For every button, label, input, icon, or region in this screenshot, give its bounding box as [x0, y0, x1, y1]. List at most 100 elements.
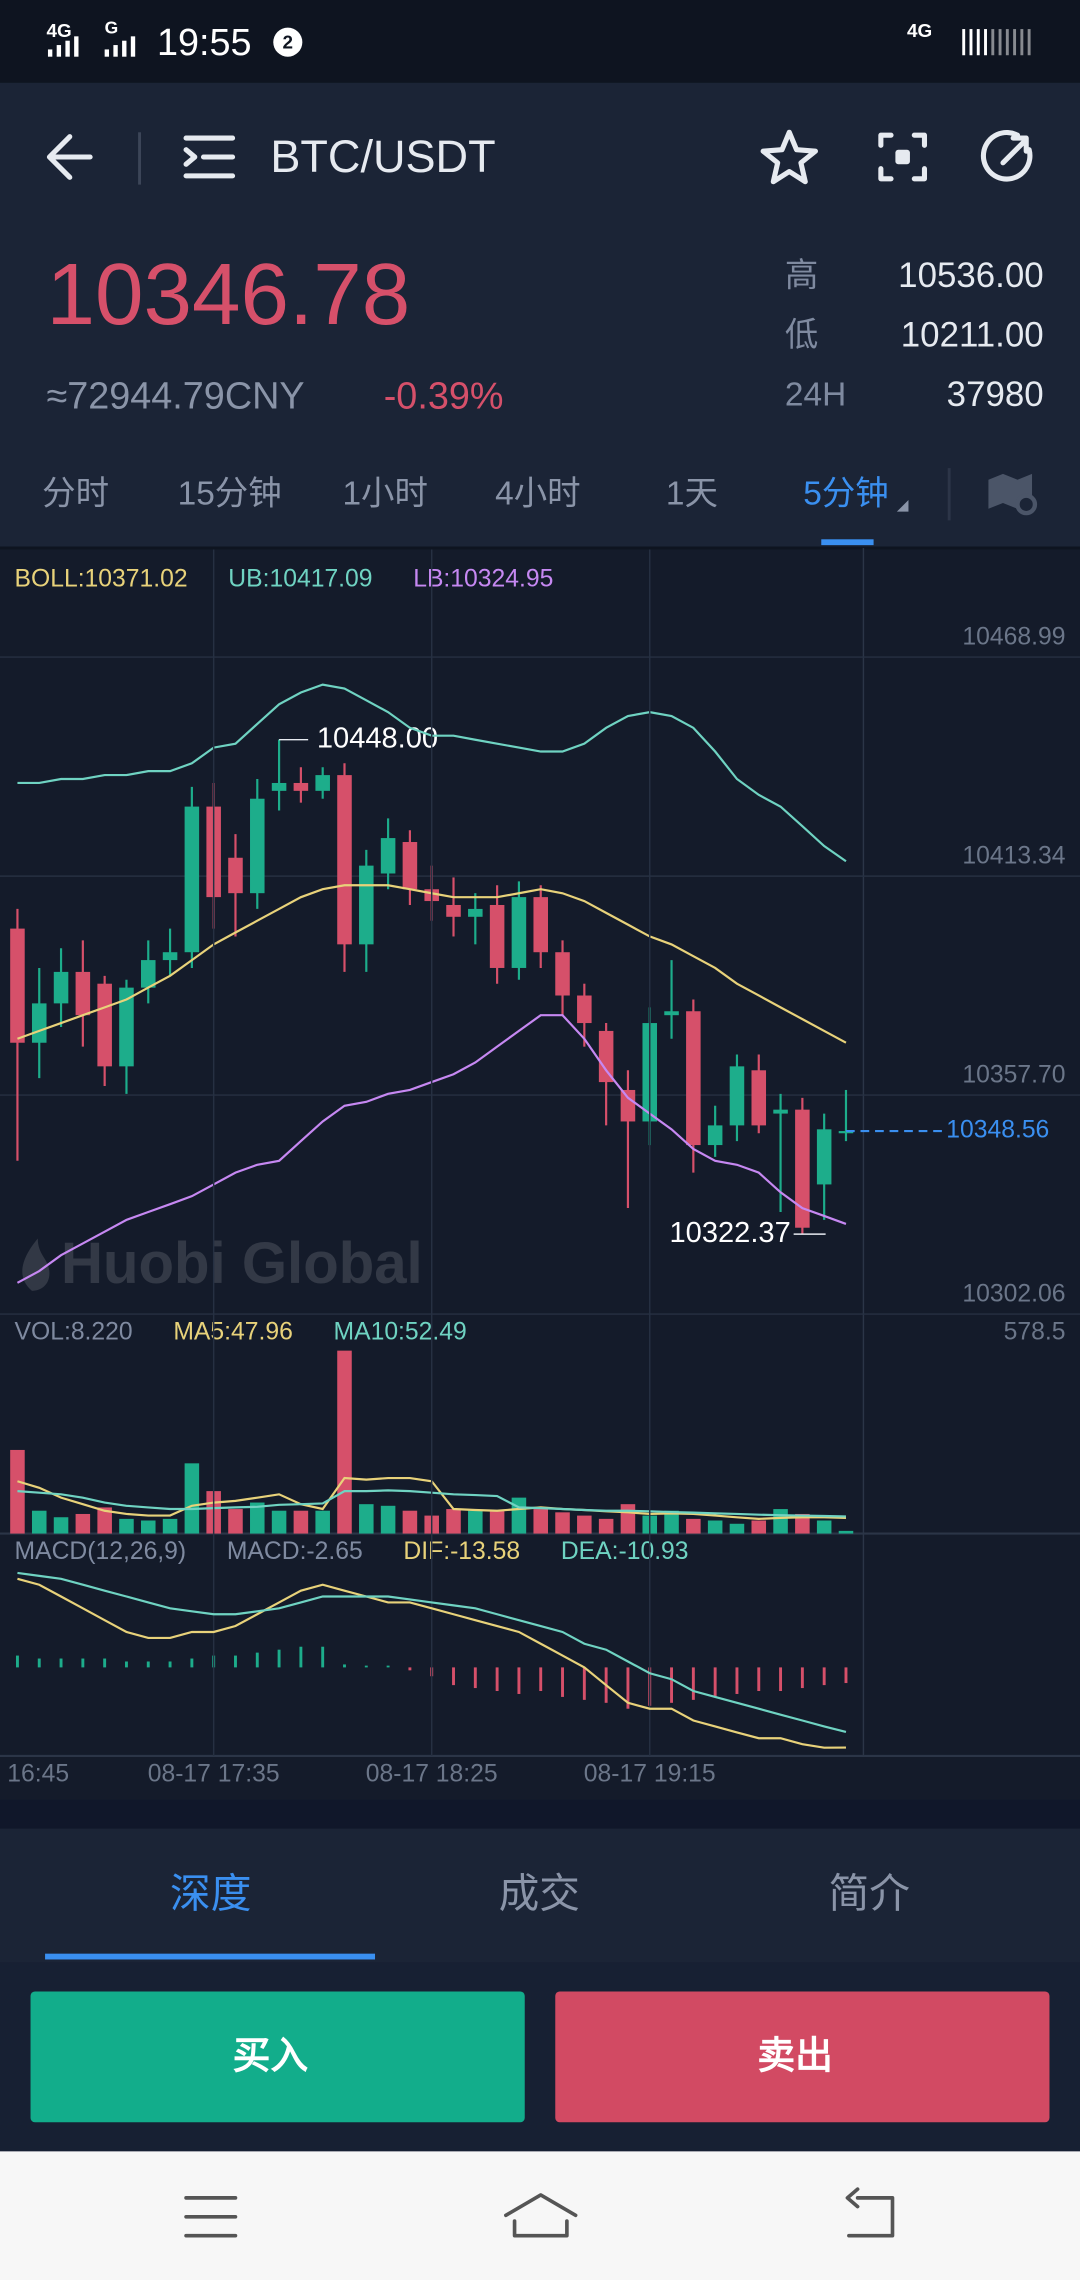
candle-body [140, 960, 156, 988]
candle-body [577, 995, 592, 1024]
candle-body [795, 1109, 810, 1228]
macd-bar [539, 1667, 543, 1692]
high-label: 10448.00 [317, 722, 438, 754]
candle-body [773, 1109, 788, 1114]
network-label: 4G [907, 21, 932, 42]
macd-bar [713, 1667, 717, 1697]
home-key[interactable] [504, 2193, 578, 2238]
macd-bar [408, 1667, 412, 1671]
candle-body [511, 897, 527, 968]
network-label: G [105, 18, 119, 38]
indicator-line [17, 1577, 846, 1749]
volume-bar [97, 1507, 112, 1534]
y-tick-label: 10413.34 [962, 843, 1065, 870]
y-tick-label: 10302.06 [962, 1281, 1065, 1308]
stat-value: 37980 [947, 375, 1044, 414]
legend-entry: MACD:-2.65 [227, 1538, 363, 1565]
screenshot-button[interactable] [878, 132, 928, 182]
volume-bar [751, 1520, 767, 1534]
divider-strip [0, 1799, 1080, 1829]
candle-body [729, 1066, 745, 1126]
timeframe-tab[interactable]: 1小时 [342, 476, 427, 513]
refresh-button[interactable] [980, 129, 1033, 182]
back-button[interactable] [46, 134, 93, 180]
candle-body [380, 838, 396, 874]
timeframe-tab-active[interactable]: 5分钟 [803, 476, 888, 513]
volume-bar [729, 1523, 745, 1534]
bottom-tab[interactable]: 简介 [829, 1871, 910, 1917]
stat-value: 10211.00 [901, 315, 1044, 354]
candle-body [250, 798, 265, 894]
favorite-button[interactable] [760, 129, 818, 185]
volume-bar [75, 1513, 91, 1534]
pair-title: BTC/USDT [270, 131, 495, 182]
volume-bar [795, 1513, 810, 1534]
timeframe-tab[interactable]: 1天 [666, 476, 718, 513]
legend-entry: VOL:8.220 [15, 1318, 133, 1345]
y-max-label: 578.5 [1004, 1318, 1066, 1345]
macd-bar [146, 1661, 150, 1668]
candle-body [184, 806, 200, 953]
volume-bar [555, 1512, 570, 1534]
legend-entry: UB:10417.09 [228, 566, 372, 593]
back-key[interactable] [845, 2187, 895, 2238]
sell-button[interactable] [555, 1991, 1050, 2123]
buy-button[interactable] [30, 1991, 525, 2123]
x-tick-label: 08-17 18:25 [366, 1760, 498, 1787]
clock: 19:55 [157, 22, 252, 64]
candle-body [446, 904, 461, 917]
macd-bar [517, 1667, 521, 1694]
volume-bar [31, 1510, 47, 1534]
legend-entry: DEA:-10.93 [561, 1538, 689, 1565]
volume-bar [468, 1510, 483, 1534]
network-label: 4G [47, 21, 72, 42]
macd-bar [582, 1667, 586, 1700]
volume-bar [707, 1520, 723, 1534]
volume-bar [119, 1518, 134, 1534]
last-price-label: 10348.56 [946, 1117, 1049, 1144]
macd-bar [59, 1658, 63, 1668]
legend-entry: MACD(12,26,9) [15, 1538, 187, 1565]
watermark: Huobi Global [61, 1231, 423, 1296]
menu-key[interactable] [184, 2196, 238, 2238]
candle-body [162, 952, 178, 961]
macd-bar [561, 1667, 564, 1697]
macd-bar [81, 1658, 85, 1668]
candle-body [707, 1125, 723, 1146]
bottom-tab-active[interactable]: 深度 [170, 1871, 251, 1917]
volume-bar [380, 1505, 396, 1534]
stat-label: 高 [785, 257, 818, 294]
timeframe-tab[interactable]: 4小时 [495, 476, 580, 513]
volume-bar [598, 1518, 614, 1534]
volume-bar [620, 1504, 636, 1534]
notification-count: 2 [283, 33, 293, 54]
candle-body [119, 987, 134, 1067]
candle-body [533, 897, 548, 953]
candle-body [228, 857, 243, 894]
bottom-tab[interactable]: 成交 [499, 1871, 580, 1917]
candle-body [686, 1011, 701, 1146]
candle-body [31, 1003, 47, 1043]
volume-bar [140, 1520, 156, 1534]
volume-bar [402, 1510, 418, 1534]
volume-bar [293, 1510, 309, 1534]
candle-body [53, 971, 69, 1004]
pair-list-button[interactable] [183, 135, 236, 179]
candle-body [598, 1030, 614, 1083]
volume-bar [228, 1509, 243, 1534]
timeframe-tab[interactable]: 15分钟 [178, 476, 282, 513]
timeframe-tab[interactable]: 分时 [42, 476, 109, 513]
stat-value: 10536.00 [898, 256, 1043, 295]
macd-bar [255, 1652, 259, 1668]
status-bar [0, 0, 1080, 83]
candle-body [271, 782, 287, 791]
settings-gear [1015, 493, 1038, 516]
candle-body [838, 1131, 854, 1134]
chart: 10468.99 10413.34 10357.70 10302.06 Huobi Gl… [0, 549, 1080, 1787]
volume-bar [446, 1509, 461, 1534]
volume-bar [359, 1504, 374, 1534]
candle-body [664, 1011, 679, 1016]
candle-body [97, 983, 112, 1067]
macd-bar [452, 1667, 455, 1686]
